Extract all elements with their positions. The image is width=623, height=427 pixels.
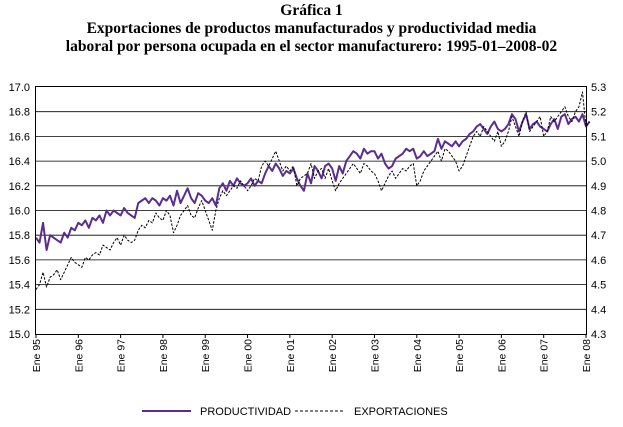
x-tick-label: Ene 99 bbox=[200, 339, 212, 372]
left-tick-label: 16.6 bbox=[9, 131, 30, 143]
right-tick-label: 4.6 bbox=[591, 255, 606, 267]
x-tick-label: Ene 06 bbox=[496, 339, 508, 372]
x-tick-label: Ene 95 bbox=[31, 339, 43, 372]
x-tick-label: Ene 98 bbox=[158, 339, 170, 372]
left-tick-label: 17.0 bbox=[9, 82, 30, 94]
right-tick-label: 4.3 bbox=[591, 329, 606, 341]
left-tick-label: 15.6 bbox=[9, 255, 30, 267]
x-tick-label: Ene 03 bbox=[369, 339, 381, 372]
right-tick-label: 5.1 bbox=[591, 131, 606, 143]
right-tick-label: 4.7 bbox=[591, 230, 606, 242]
left-tick-label: 16.0 bbox=[9, 206, 30, 218]
legend-label-productividad: PRODUCTIVIDAD bbox=[200, 406, 291, 418]
figure-label: Gráfica 1 bbox=[280, 2, 343, 19]
x-tick-label: Ene 05 bbox=[454, 339, 466, 372]
x-tick-label: Ene 00 bbox=[243, 339, 255, 372]
right-axis: 4.3 4.4 4.5 4.6 4.7 4.8 4.9 5.0 5.1 5.2 5.3 bbox=[591, 82, 606, 341]
left-tick-label: 15.8 bbox=[9, 230, 30, 242]
right-tick-label: 4.8 bbox=[591, 206, 606, 218]
gridlines bbox=[36, 111, 586, 310]
x-tick-label: Ene 04 bbox=[412, 339, 424, 372]
series-line-exportaciones bbox=[35, 91, 590, 290]
left-tick-label: 15.0 bbox=[9, 329, 30, 341]
right-tick-label: 4.9 bbox=[591, 181, 606, 193]
x-tick-label: Ene 96 bbox=[73, 339, 85, 372]
x-tick-label: Ene 02 bbox=[327, 339, 339, 372]
right-tick-label: 4.4 bbox=[591, 304, 606, 316]
chart-title-line-2: laboral por persona ocupada en el sector… bbox=[65, 38, 558, 55]
right-tick-label: 4.5 bbox=[591, 280, 606, 292]
left-tick-label: 16.8 bbox=[9, 107, 30, 119]
plot-frame bbox=[35, 86, 587, 335]
x-tick-label: Ene 97 bbox=[116, 339, 128, 372]
series-layer bbox=[35, 91, 591, 290]
chart-title-block: Gráfica 1 Exportaciones de productos man… bbox=[0, 2, 623, 56]
series-line-productividad bbox=[35, 113, 591, 252]
x-axis: Ene 95 Ene 96 Ene 97 Ene 98 Ene 99 Ene 00 Ene … bbox=[31, 334, 593, 372]
left-tick-label: 15.4 bbox=[9, 280, 30, 292]
chart-title-line-1: Exportaciones de productos manufacturado… bbox=[86, 20, 537, 37]
left-tick-label: 16.2 bbox=[9, 181, 30, 193]
x-tick-label: Ene 08 bbox=[581, 339, 593, 372]
legend-label-exportaciones: EXPORTACIONES bbox=[354, 406, 448, 418]
x-tick-label: Ene 07 bbox=[539, 339, 551, 372]
left-axis: 15.0 15.2 15.4 15.6 15.8 16.0 16.2 16.4 16.6 16.8… bbox=[9, 82, 30, 341]
right-tick-label: 5.0 bbox=[591, 156, 606, 168]
legend: PRODUCTIVIDAD EXPORTACIONES bbox=[142, 406, 448, 418]
left-tick-label: 16.4 bbox=[9, 156, 30, 168]
left-tick-label: 15.2 bbox=[9, 304, 30, 316]
x-tick-label: Ene 01 bbox=[285, 339, 297, 372]
right-tick-label: 5.3 bbox=[591, 82, 606, 94]
right-tick-label: 5.2 bbox=[591, 107, 606, 119]
